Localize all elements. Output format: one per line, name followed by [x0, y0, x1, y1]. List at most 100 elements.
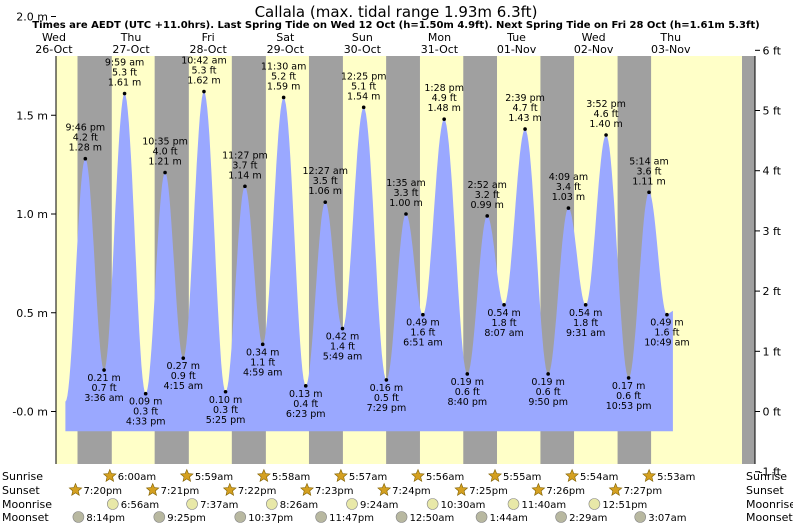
high-tide-label: 4.9 ft — [432, 93, 457, 104]
sunset-time: 7:26pm — [546, 486, 585, 497]
left-axis-tick-label: 1.5 m — [16, 109, 48, 122]
low-tide-label: 0.09 m — [129, 397, 162, 408]
low-tide-label: 0.19 m — [451, 377, 484, 388]
low-tide-label: 6:51 am — [403, 338, 442, 349]
sun-icon — [300, 482, 314, 496]
day-of-week-label: Wed — [42, 31, 66, 44]
moonset-icon — [475, 511, 488, 523]
low-tide-label: 1.4 ft — [330, 342, 355, 353]
day-of-week-label: Mon — [428, 31, 451, 44]
tide-extreme-dot — [647, 190, 651, 195]
high-tide-label: 10:42 am — [181, 56, 226, 67]
high-tide-label: 1:35 am — [386, 178, 425, 189]
high-tide-label: 3.2 ft — [475, 190, 500, 201]
sunrise-time: 5:59am — [195, 472, 233, 483]
low-tide-label: 0.5 ft — [374, 393, 399, 404]
sunset-time: 7:25pm — [469, 486, 508, 497]
low-tide-label: 8:07 am — [484, 328, 523, 339]
day-of-week-label: Fri — [202, 31, 215, 44]
day-of-week-label: Wed — [582, 31, 606, 44]
tide-extreme-dot — [523, 127, 527, 131]
high-tide-label: 1.61 m — [108, 78, 141, 89]
high-tide-label: 1.54 m — [347, 91, 380, 102]
high-tide-label: 12:27 am — [303, 166, 348, 177]
date-label: 30-Oct — [344, 43, 382, 56]
tide-extreme-dot — [421, 312, 425, 317]
low-tide-label: 0.6 ft — [616, 391, 641, 402]
moonset-icon — [234, 511, 247, 523]
moonrise-row-label: Moonrise — [2, 498, 52, 511]
low-tide-label: 0.9 ft — [171, 371, 196, 382]
sunrise-time: 5:56am — [426, 472, 464, 483]
low-tide-label: 5:25 pm — [206, 415, 246, 426]
high-tide-label: 3:52 pm — [586, 99, 626, 110]
sun-icon — [377, 482, 392, 496]
sunset-time: 7:20pm — [84, 486, 123, 497]
low-tide-label: 0.6 ft — [536, 387, 561, 398]
low-tide-label: 0.21 m — [87, 373, 120, 384]
tide-extreme-dot — [583, 303, 588, 307]
high-tide-label: 3.7 ft — [232, 160, 257, 171]
low-tide-label: 0.17 m — [612, 381, 645, 392]
sunrise-time: 5:53am — [657, 472, 695, 483]
high-tide-label: 1.14 m — [228, 170, 261, 181]
high-tide-label: 1.11 m — [632, 176, 665, 187]
sun-icon — [608, 482, 623, 496]
tide-extreme-dot — [181, 356, 186, 360]
date-label: 29-Oct — [267, 43, 305, 56]
high-tide-label: 2:52 am — [467, 180, 506, 191]
high-tide-label: 5.3 ft — [191, 66, 216, 77]
sunrise-time: 5:58am — [272, 472, 310, 483]
tide-extreme-dot — [303, 384, 308, 388]
tide-extreme-dot — [361, 105, 366, 110]
low-tide-label: 7:29 pm — [367, 403, 407, 414]
high-tide-label: 11:27 pm — [222, 150, 268, 161]
high-tide-label: 9:46 pm — [66, 123, 106, 134]
low-tide-label: 4:59 am — [243, 367, 282, 378]
sunset-time: 7:23pm — [315, 486, 354, 497]
tide-extreme-dot — [665, 312, 669, 317]
moonset-time: 2:29am — [569, 513, 607, 524]
tide-extreme-dot — [323, 200, 328, 204]
moonrise-icon — [588, 498, 601, 510]
high-tide-label: 1.59 m — [267, 81, 300, 92]
tide-extreme-dot — [260, 342, 265, 347]
low-tide-label: 0.34 m — [246, 347, 279, 358]
low-tide-label: 1.6 ft — [654, 328, 679, 339]
high-tide-label: 5.1 ft — [351, 81, 376, 92]
low-tide-label: 1.6 ft — [410, 328, 435, 339]
day-of-week-label: Sat — [276, 31, 295, 44]
date-label: 28-Oct — [190, 43, 228, 56]
right-axis-tick-label: 1 ft — [763, 345, 782, 358]
low-tide-label: 10:53 pm — [606, 401, 652, 412]
right-axis-tick-label: 4 ft — [763, 165, 782, 178]
high-tide-label: 5.3 ft — [112, 68, 137, 79]
low-tide-label: 8:40 pm — [447, 397, 487, 408]
moonrise-time: 9:24am — [360, 500, 398, 511]
left-axis-tick-label: 0.5 m — [16, 307, 48, 320]
moonset-row-label: Moonset — [2, 511, 49, 524]
axes: -0.0 m 0.5 m 1.0 m 1.5 m 2.0 m -1 ft 0 ft 1 ft 2… — [12, 11, 781, 479]
low-tide-label: 6:23 pm — [286, 409, 326, 420]
moonrise-icon — [106, 498, 119, 510]
tide-extreme-dot — [83, 156, 88, 161]
day-of-week-label: Tue — [506, 31, 526, 44]
moonrise-icon — [265, 498, 278, 510]
sunset-time: 7:21pm — [161, 486, 200, 497]
moonrise-time: 7:37am — [200, 500, 238, 511]
tide-extreme-dot — [626, 376, 631, 380]
high-tide-label: 2:39 pm — [505, 93, 545, 104]
moonrise-row-label: Moonrise — [746, 498, 793, 511]
right-axis-tick-label: -1 ft — [759, 466, 782, 479]
high-tide-label: 12:25 pm — [341, 71, 387, 82]
chart-header: Callala (max. tidal range 1.93m 6.3ft) T… — [32, 3, 759, 31]
date-label: 26-Oct — [35, 43, 73, 56]
date-label: 31-Oct — [421, 43, 459, 56]
sunrise-row-label: Sunrise — [746, 470, 787, 483]
tide-extreme-dot — [465, 372, 470, 376]
moonset-time: 8:14pm — [86, 513, 125, 524]
high-tide-label: 1.48 m — [427, 103, 460, 114]
high-tide-label: 3.3 ft — [393, 188, 418, 199]
right-axis-tick-label: 6 ft — [763, 44, 782, 57]
moonset-time: 12:50am — [410, 513, 455, 524]
